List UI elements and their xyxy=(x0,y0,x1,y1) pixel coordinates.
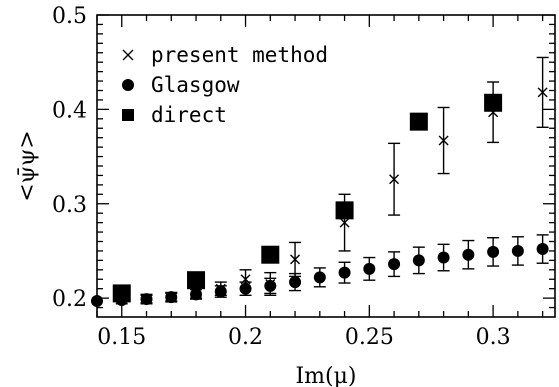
glasgow-point xyxy=(289,276,302,289)
glasgow-point xyxy=(437,251,450,264)
axis-ticks: 0.15 0.2 0.25 0.3 0.2 0.3 0.4 0.5 xyxy=(52,4,555,350)
glasgow-point xyxy=(313,271,326,284)
present-method-point xyxy=(339,217,350,228)
glasgow-point xyxy=(536,243,549,256)
glasgow-point xyxy=(91,294,103,307)
glasgow-point xyxy=(511,244,524,257)
x-tick-label: 0.15 xyxy=(97,325,146,350)
present-method-point xyxy=(290,254,301,265)
x-tick-label: 0.25 xyxy=(345,325,394,350)
glasgow-point xyxy=(412,254,425,267)
direct-point xyxy=(261,245,280,264)
x-axis-label: Im(μ) xyxy=(295,364,356,387)
glasgow-point xyxy=(363,262,376,275)
direct-point xyxy=(187,271,206,290)
glasgow-point xyxy=(487,245,500,258)
direct-point xyxy=(335,201,354,220)
legend-marker-glasgow xyxy=(122,79,134,91)
glasgow-point xyxy=(264,279,277,292)
glasgow-point xyxy=(214,285,227,298)
legend-marker-present-method xyxy=(122,49,134,61)
y-tick-label: 0.3 xyxy=(52,193,87,218)
direct-point xyxy=(112,284,131,303)
direct-point xyxy=(409,112,428,131)
legend-label-present-method: present method xyxy=(151,43,328,67)
legend-marker-direct xyxy=(122,109,134,121)
glasgow-point xyxy=(140,293,153,306)
x-tick-label: 0.2 xyxy=(228,325,263,350)
glasgow-point xyxy=(462,248,475,261)
present-method-point xyxy=(537,87,548,98)
glasgow-point xyxy=(338,266,351,279)
legend: present method Glasgow direct xyxy=(122,43,328,127)
legend-label-glasgow: Glasgow xyxy=(151,73,240,97)
glasgow-point xyxy=(388,258,401,271)
glasgow-point xyxy=(165,291,178,304)
present-method-point xyxy=(389,174,400,185)
present-method-point xyxy=(438,135,449,146)
y-tick-label: 0.2 xyxy=(52,287,87,312)
direct-point xyxy=(484,93,503,112)
y-tick-label: 0.5 xyxy=(52,4,87,29)
glasgow-point xyxy=(239,282,252,295)
legend-label-direct: direct xyxy=(151,103,227,127)
y-tick-label: 0.4 xyxy=(52,98,87,123)
glasgow-point xyxy=(190,288,203,301)
x-tick-label: 0.3 xyxy=(476,325,511,350)
y-axis-label: <ψ̄ψ> xyxy=(15,130,40,201)
data-marks xyxy=(91,56,549,307)
